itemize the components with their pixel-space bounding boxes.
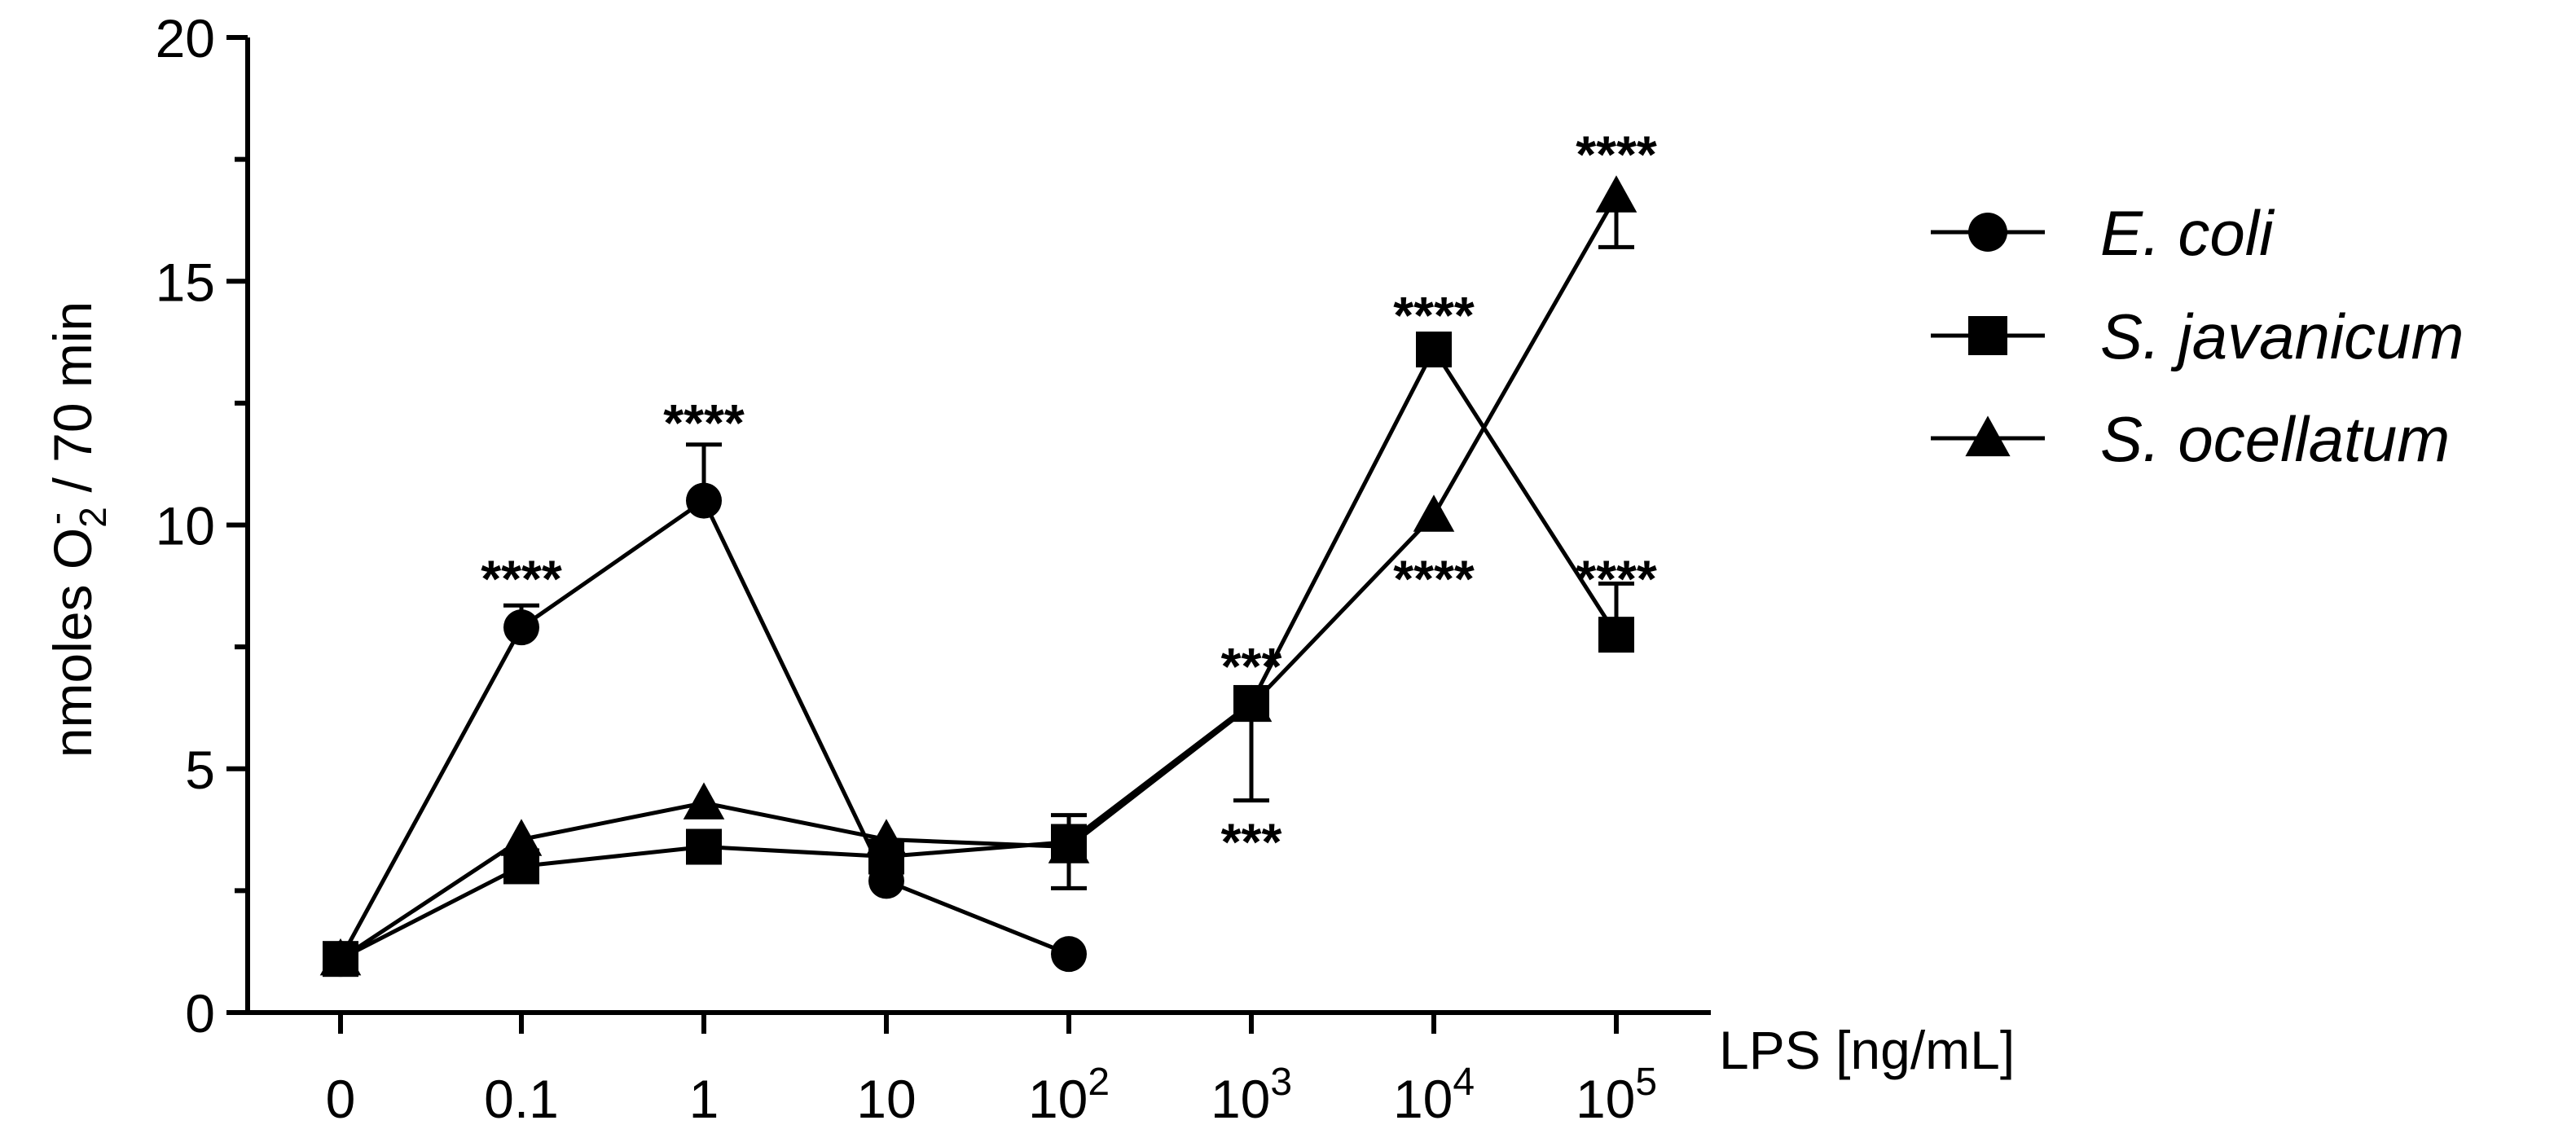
y-tick-label: 5 — [185, 740, 215, 800]
data-point-e-coli — [686, 482, 722, 519]
data-point-e-coli — [503, 609, 539, 646]
significance-label: **** — [1393, 286, 1475, 345]
x-axis-title: LPS [ng/mL] — [1719, 1020, 2015, 1080]
significance-label: *** — [1221, 637, 1282, 696]
data-point-s-javanicum — [1416, 332, 1452, 368]
data-point-s-ocellatum — [865, 819, 908, 856]
legend-item-s-ocellatum: S. ocellatum — [1931, 403, 2450, 475]
series-line-s-javanicum — [339, 345, 1619, 961]
series-e-coli — [323, 442, 1087, 978]
y-tick-label: 15 — [156, 252, 215, 312]
legend-label: S. ocellatum — [2100, 403, 2450, 475]
x-tick-label: 0 — [326, 1069, 356, 1129]
significance-label: **** — [1576, 125, 1657, 184]
data-point-s-ocellatum — [683, 782, 725, 819]
data-point-s-ocellatum — [1595, 175, 1637, 213]
significance-label: *** — [1221, 813, 1282, 872]
significance-label: **** — [481, 549, 562, 608]
data-point-s-ocellatum — [500, 819, 543, 856]
legend: E. coli S. javanicum S. ocellatum — [1931, 197, 2464, 475]
x-tick-label: 103 — [1211, 1061, 1292, 1129]
axes — [245, 37, 1711, 1015]
y-tick-label: 20 — [156, 8, 215, 68]
legend-marker-square — [1968, 316, 2007, 355]
legend-item-e-coli: E. coli — [1931, 197, 2275, 269]
y-axis-title: nmoles O2- / 70 min — [34, 301, 114, 758]
series-line-s-ocellatum — [339, 195, 1619, 961]
legend-item-s-javanicum: S. javanicum — [1931, 301, 2464, 372]
data-point-s-ocellatum — [1413, 494, 1455, 532]
y-tick-label: 10 — [156, 496, 215, 556]
data-point-s-ocellatum — [1048, 826, 1090, 863]
significance-label: **** — [1576, 549, 1657, 608]
data-point-e-coli — [1051, 936, 1087, 973]
series-s-javanicum — [323, 332, 1634, 978]
x-tick-label: 0.1 — [484, 1069, 559, 1129]
x-tick-label: 105 — [1576, 1061, 1657, 1129]
x-tick-label: 104 — [1393, 1061, 1475, 1129]
data-point-s-javanicum — [1598, 617, 1634, 653]
y-tick-label: 0 — [185, 983, 215, 1044]
ticks: 0 5 10 15 20 0 0.1 1 10 102 103 104 105 — [156, 8, 1657, 1129]
legend-marker-circle — [1968, 213, 2007, 252]
legend-label: E. coli — [2100, 197, 2275, 269]
data-point-s-ocellatum — [319, 938, 362, 976]
significance-label: **** — [1393, 549, 1475, 608]
series-group — [319, 175, 1637, 978]
data-point-s-ocellatum — [1230, 684, 1273, 723]
x-tick-label: 10 — [856, 1069, 916, 1129]
x-tick-label: 1 — [689, 1069, 719, 1129]
legend-label: S. javanicum — [2100, 301, 2464, 372]
x-tick-label: 102 — [1028, 1061, 1110, 1129]
data-point-s-javanicum — [686, 828, 722, 865]
series-line-e-coli — [338, 497, 1070, 960]
significance-label: **** — [663, 393, 745, 452]
annotations: ****************************** — [481, 125, 1657, 872]
legend-marker-triangle — [1965, 415, 2011, 457]
series-s-ocellatum — [319, 175, 1637, 976]
